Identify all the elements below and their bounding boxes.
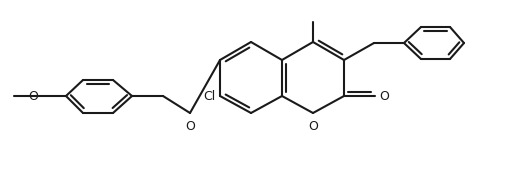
Text: O: O bbox=[379, 89, 389, 103]
Text: O: O bbox=[185, 120, 195, 133]
Text: Cl: Cl bbox=[203, 89, 215, 103]
Text: O: O bbox=[308, 120, 318, 133]
Text: O: O bbox=[28, 89, 38, 103]
